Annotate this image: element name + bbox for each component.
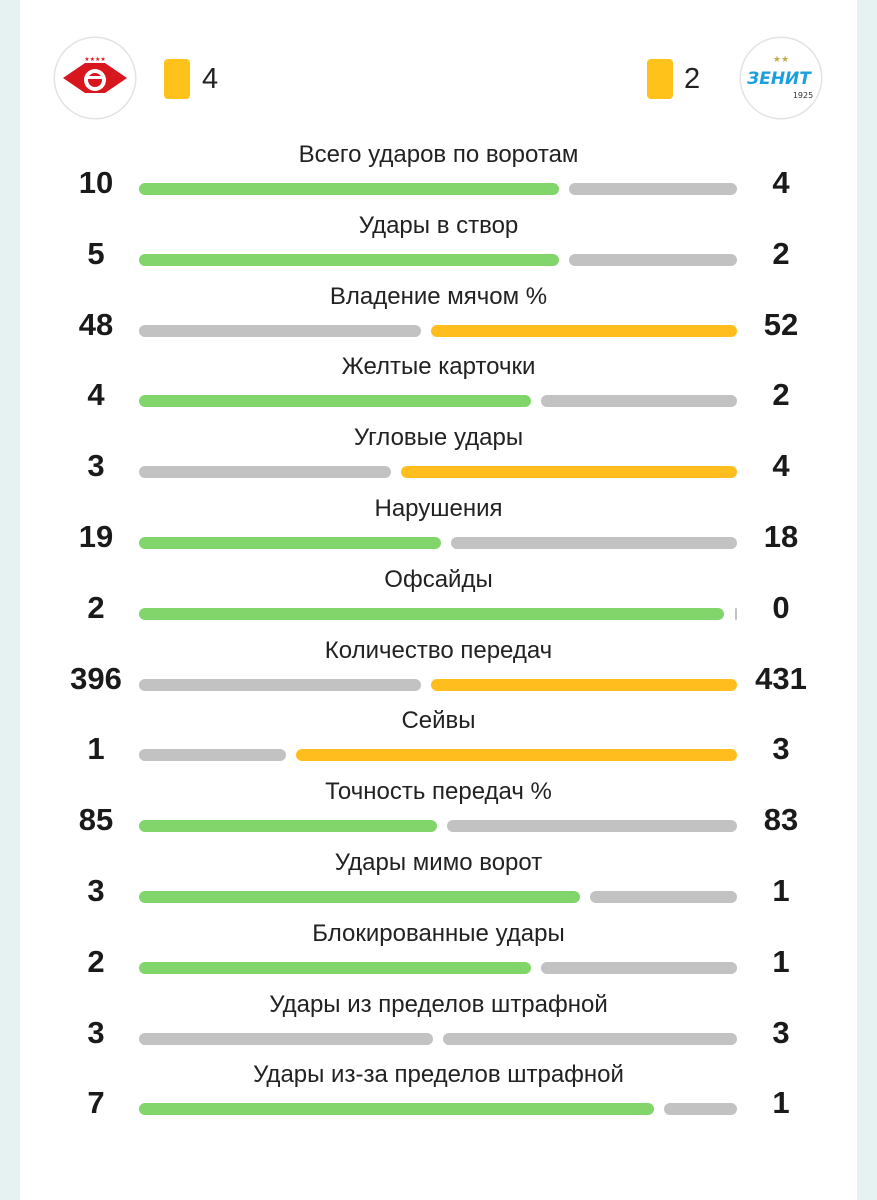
away-logo-stars: ★★ xyxy=(773,55,789,65)
home-stat-bar xyxy=(139,466,391,479)
home-stat-bar xyxy=(139,678,421,691)
away-stat-value: 52 xyxy=(763,306,799,342)
home-stat-value: 2 xyxy=(87,943,105,979)
away-stat-value: 3 xyxy=(772,1014,790,1050)
stat-row: Желтые карточки 4 2 xyxy=(20,353,857,423)
home-logo-stars: ★★★★ xyxy=(84,56,106,63)
home-stat-value: 396 xyxy=(70,660,122,696)
away-stat-bar xyxy=(541,961,737,974)
away-stat-value: 1 xyxy=(772,873,790,908)
away-logo-year: 1925 xyxy=(793,91,813,100)
away-stat-bar xyxy=(569,183,737,195)
home-stat-value: 3 xyxy=(87,1014,105,1050)
home-stat-bar xyxy=(139,1103,654,1116)
away-stat-value: 2 xyxy=(772,377,790,413)
away-stat-value: 1 xyxy=(772,943,790,979)
home-stat-bar xyxy=(139,253,559,266)
away-stat-value: 83 xyxy=(763,802,799,838)
home-stat-value: 85 xyxy=(78,802,114,838)
stat-label: Сейвы xyxy=(401,707,476,735)
away-stat-value: 3 xyxy=(772,731,790,767)
stat-row: Блокированные удары 2 1 xyxy=(20,920,857,990)
stat-label: Удары в створ xyxy=(358,211,519,239)
home-stat-bar xyxy=(139,324,422,337)
away-stat-bar xyxy=(541,395,737,408)
home-stat-bar xyxy=(139,961,531,974)
away-stat-bar xyxy=(401,466,737,479)
home-stat-value: 1 xyxy=(87,731,105,767)
away-stat-value: 1 xyxy=(772,1085,790,1121)
stat-label: Удары мимо ворот xyxy=(334,849,543,876)
stat-row: Удары из пределов штрафной 3 3 xyxy=(20,991,857,1061)
stat-row: Удары мимо ворот 3 1 xyxy=(20,849,857,919)
stat-row: Офсайды 2 0 xyxy=(20,566,857,636)
stat-label: Желтые карточки xyxy=(341,353,536,381)
home-stat-bar xyxy=(139,395,531,408)
home-stat-bar xyxy=(139,820,437,833)
stat-label: Количество передач xyxy=(324,636,553,664)
away-stat-bar xyxy=(431,324,737,337)
away-stat-bar xyxy=(443,1032,737,1045)
stat-label: Нарушения xyxy=(374,495,503,522)
home-stat-bar xyxy=(139,607,724,620)
away-stat-value: 18 xyxy=(763,519,799,554)
home-stat-bar xyxy=(139,537,441,549)
home-stat-value: 5 xyxy=(87,235,105,271)
stat-label: Удары из пределов штрафной xyxy=(269,990,608,1018)
stat-row: Количество передач 396 431 xyxy=(20,637,857,707)
stat-label: Блокированные удары xyxy=(312,919,565,947)
away-stat-bar xyxy=(430,678,737,691)
away-team-logo: ★★ ЗЕНИТ 1925 xyxy=(741,38,821,118)
stat-row: Всего ударов по воротам 10 4 xyxy=(20,141,857,211)
home-yellow-card-count: 4 xyxy=(202,63,219,95)
away-stat-bar xyxy=(296,749,737,762)
home-stat-value: 7 xyxy=(87,1085,105,1121)
stat-label: Офсайды xyxy=(384,565,493,593)
match-stats-card: ★★★★ 4 2 ★★ ЗЕНИТ 1925 Всего ударов по в… xyxy=(20,0,857,1200)
away-stat-bar xyxy=(735,607,737,620)
home-stat-value: 3 xyxy=(87,448,105,484)
zenit-logo-icon: ★★ ЗЕНИТ 1925 xyxy=(746,55,813,100)
away-yellow-card-count: 2 xyxy=(684,63,701,95)
home-stat-value: 19 xyxy=(78,519,114,554)
stat-label: Удары из-за пределов штрафной xyxy=(253,1061,624,1089)
away-stat-bar xyxy=(569,253,737,266)
away-yellow-card-icon xyxy=(647,59,673,99)
home-stat-bar xyxy=(139,749,286,762)
away-stat-bar xyxy=(450,537,737,549)
away-stat-value: 2 xyxy=(772,235,790,271)
stat-row: Удары из-за пределов штрафной 7 1 xyxy=(20,1061,857,1131)
home-team-logo: ★★★★ xyxy=(55,38,135,118)
stat-row: Точность передач % 85 83 xyxy=(20,778,857,848)
home-stat-value: 4 xyxy=(87,377,105,413)
home-stat-value: 2 xyxy=(87,589,105,625)
stat-label: Угловые удары xyxy=(353,424,524,452)
stat-label: Владение мячом % xyxy=(329,282,548,310)
spartak-logo-icon: ★★★★ xyxy=(63,56,127,93)
stat-row: Угловые удары 3 4 xyxy=(20,424,857,494)
stat-row: Владение мячом % 48 52 xyxy=(20,283,857,353)
stat-label: Всего ударов по воротам xyxy=(298,141,579,168)
home-stat-value: 10 xyxy=(78,165,114,200)
home-stat-bar xyxy=(139,183,559,195)
home-stat-bar xyxy=(139,891,580,903)
home-stat-value: 3 xyxy=(87,873,105,908)
away-stat-bar xyxy=(663,1103,737,1116)
home-stat-value: 48 xyxy=(78,306,114,342)
away-stat-value: 4 xyxy=(772,165,790,200)
away-stat-value: 0 xyxy=(772,589,790,625)
away-logo-text: ЗЕНИТ xyxy=(746,69,812,89)
home-stat-bar xyxy=(139,1032,433,1045)
away-stat-bar xyxy=(446,820,737,833)
away-stat-value: 431 xyxy=(755,660,807,696)
stat-row: Нарушения 19 18 xyxy=(20,495,857,565)
home-yellow-card-icon xyxy=(164,59,190,99)
stat-row: Удары в створ 5 2 xyxy=(20,212,857,282)
stat-row: Сейвы 1 3 xyxy=(20,707,857,777)
stat-label: Точность передач % xyxy=(325,778,552,806)
away-stat-bar xyxy=(590,891,737,903)
away-stat-value: 4 xyxy=(772,448,790,484)
